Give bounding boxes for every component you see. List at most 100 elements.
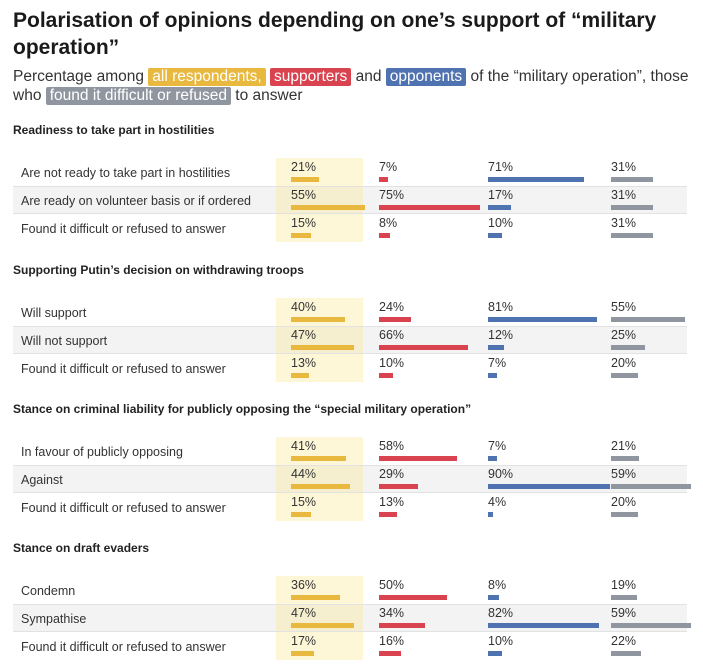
legend-supporters: supporters: [270, 68, 352, 86]
legend-all-respondents: all respondents,: [148, 68, 266, 86]
bar-all: [291, 205, 365, 210]
row-label: Condemn: [21, 584, 76, 598]
value-label-opponents: 82%: [488, 606, 514, 620]
value-label-dk: 20%: [611, 495, 637, 509]
bar-dk: [611, 456, 639, 461]
bar-dk: [611, 623, 691, 628]
chart-subtitle: Percentage among all respondents, suppor…: [13, 67, 693, 105]
bar-supporters: [379, 484, 418, 489]
value-label-dk: 31%: [611, 160, 637, 174]
value-label-supporters: 24%: [379, 300, 405, 314]
bar-opponents: [488, 595, 499, 600]
row-label: Sympathise: [21, 612, 87, 626]
row-label: Found it difficult or refused to answer: [21, 640, 226, 654]
bar-supporters: [379, 651, 401, 656]
row-label: Will not support: [21, 334, 108, 348]
bar-dk: [611, 512, 638, 517]
value-label-supporters: 50%: [379, 578, 405, 592]
bar-supporters: [379, 177, 388, 182]
row-label: Found it difficult or refused to answer: [21, 222, 226, 236]
row-label: Against: [21, 473, 63, 487]
row-label: Are not ready to take part in hostilitie…: [21, 166, 231, 180]
subtitle-and: and: [355, 68, 382, 85]
value-label-dk: 59%: [611, 606, 637, 620]
value-label-dk: 55%: [611, 300, 637, 314]
value-label-supporters: 66%: [379, 328, 405, 342]
bar-dk: [611, 205, 653, 210]
bar-opponents: [488, 651, 502, 656]
value-label-dk: 31%: [611, 188, 637, 202]
value-label-opponents: 81%: [488, 300, 514, 314]
value-label-opponents: 12%: [488, 328, 514, 342]
value-label-opponents: 10%: [488, 634, 514, 648]
subtitle-suffix: to answer: [235, 87, 303, 104]
row-label: Found it difficult or refused to answer: [21, 362, 226, 376]
bar-all: [291, 595, 340, 600]
bar-all: [291, 177, 319, 182]
bar-supporters: [379, 205, 480, 210]
value-label-opponents: 71%: [488, 160, 514, 174]
bar-all: [291, 623, 354, 628]
bar-dk: [611, 177, 653, 182]
value-label-dk: 25%: [611, 328, 637, 342]
bar-dk: [611, 595, 637, 600]
bar-all: [291, 317, 345, 322]
value-label-all: 55%: [291, 188, 317, 202]
value-label-opponents: 4%: [488, 495, 507, 509]
bar-all: [291, 512, 311, 517]
value-label-opponents: 8%: [488, 578, 507, 592]
bar-supporters: [379, 317, 411, 322]
value-label-opponents: 10%: [488, 216, 514, 230]
bar-dk: [611, 233, 653, 238]
bar-supporters: [379, 512, 397, 517]
bar-dk: [611, 651, 641, 656]
bar-supporters: [379, 233, 390, 238]
bar-dk: [611, 484, 691, 489]
value-label-all: 40%: [291, 300, 317, 314]
value-label-all: 21%: [291, 160, 317, 174]
legend-difficult-refused: found it difficult or refused: [45, 87, 231, 105]
value-label-all: 15%: [291, 495, 317, 509]
value-label-all: 15%: [291, 216, 317, 230]
value-label-dk: 22%: [611, 634, 637, 648]
value-label-supporters: 75%: [379, 188, 405, 202]
bar-all: [291, 651, 314, 656]
bar-opponents: [488, 177, 584, 182]
bar-supporters: [379, 623, 425, 628]
bar-opponents: [488, 512, 493, 517]
bar-opponents: [488, 205, 511, 210]
value-label-supporters: 58%: [379, 439, 405, 453]
value-label-supporters: 16%: [379, 634, 405, 648]
value-label-all: 41%: [291, 439, 317, 453]
value-label-supporters: 8%: [379, 216, 398, 230]
chart-title: Polarisation of opinions depending on on…: [13, 9, 657, 59]
section-title: Stance on draft evaders: [13, 541, 150, 555]
value-label-supporters: 13%: [379, 495, 405, 509]
value-label-opponents: 7%: [488, 356, 507, 370]
subtitle-mid: of the “military operation”, those who: [13, 68, 689, 104]
value-label-opponents: 17%: [488, 188, 514, 202]
value-label-opponents: 7%: [488, 439, 507, 453]
value-label-supporters: 34%: [379, 606, 405, 620]
subtitle-prefix: Percentage among: [13, 68, 144, 85]
bar-opponents: [488, 345, 504, 350]
value-label-dk: 19%: [611, 578, 637, 592]
value-label-supporters: 7%: [379, 160, 398, 174]
row-label: In favour of publicly opposing: [21, 445, 183, 459]
bar-supporters: [379, 373, 393, 378]
bar-dk: [611, 373, 638, 378]
value-label-supporters: 29%: [379, 467, 405, 481]
bar-dk: [611, 317, 685, 322]
bar-supporters: [379, 595, 447, 600]
bar-all: [291, 373, 309, 378]
row-label: Will support: [21, 306, 87, 320]
section-title: Stance on criminal liability for publicl…: [13, 402, 472, 416]
value-label-dk: 20%: [611, 356, 637, 370]
bar-opponents: [488, 456, 497, 461]
row-label: Are ready on volunteer basis or if order…: [21, 194, 251, 208]
value-label-dk: 31%: [611, 216, 637, 230]
bar-all: [291, 345, 354, 350]
bar-opponents: [488, 373, 497, 378]
value-label-all: 47%: [291, 606, 317, 620]
value-label-all: 13%: [291, 356, 317, 370]
